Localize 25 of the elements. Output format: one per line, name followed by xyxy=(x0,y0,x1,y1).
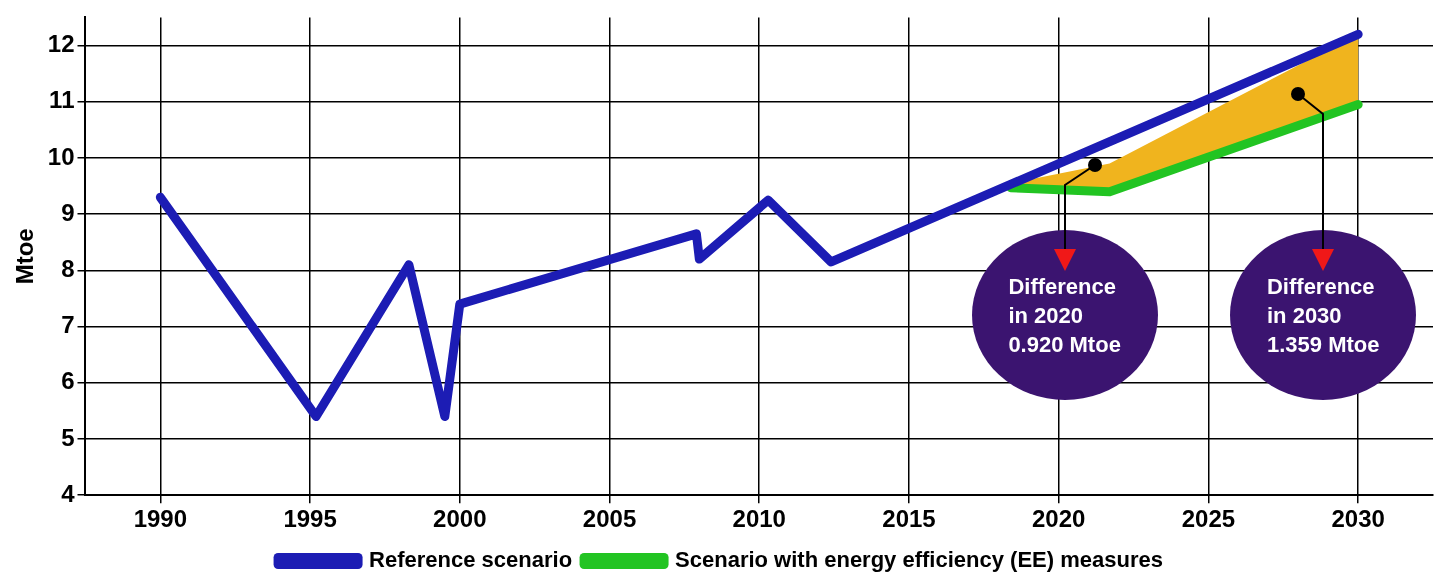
callout-bubble: Difference in 2030 1.359 Mtoe xyxy=(1230,230,1417,400)
y-tick-label: 10 xyxy=(47,142,75,170)
annotation: Difference in 2030 1.359 Mtoe xyxy=(1266,272,1380,359)
y-tick-label: 9 xyxy=(61,198,75,226)
legend-label: Reference scenario xyxy=(369,547,573,573)
y-tick-label: 12 xyxy=(47,30,75,58)
y-tick-label: 11 xyxy=(49,86,75,114)
legend-label: Scenario with energy efficiency (EE) measures xyxy=(675,547,1163,573)
y-tick-label: 8 xyxy=(61,254,75,282)
x-tick-label: 2020 xyxy=(1032,505,1086,533)
y-tick-label: 6 xyxy=(61,367,75,395)
x-tick-label: 2005 xyxy=(582,505,637,533)
x-tick-label: 1995 xyxy=(283,505,337,533)
x-tick-label: 2015 xyxy=(882,505,936,533)
x-tick-label: 2000 xyxy=(433,505,487,533)
y-tick-label: 5 xyxy=(61,423,75,451)
x-tick-label: 1990 xyxy=(133,505,188,533)
x-tick-label: 2025 xyxy=(1181,505,1236,533)
y-tick-label: 4 xyxy=(61,479,76,507)
y-axis-title: Mtoe xyxy=(11,228,39,285)
x-tick-label: 2030 xyxy=(1331,505,1385,533)
annotation: Difference in 2020 0.920 Mtoe xyxy=(1008,272,1121,359)
x-tick-label: 2010 xyxy=(732,505,786,533)
callout-bubble: Difference in 2020 0.920 Mtoe xyxy=(971,230,1158,400)
y-tick-label: 7 xyxy=(61,311,75,339)
